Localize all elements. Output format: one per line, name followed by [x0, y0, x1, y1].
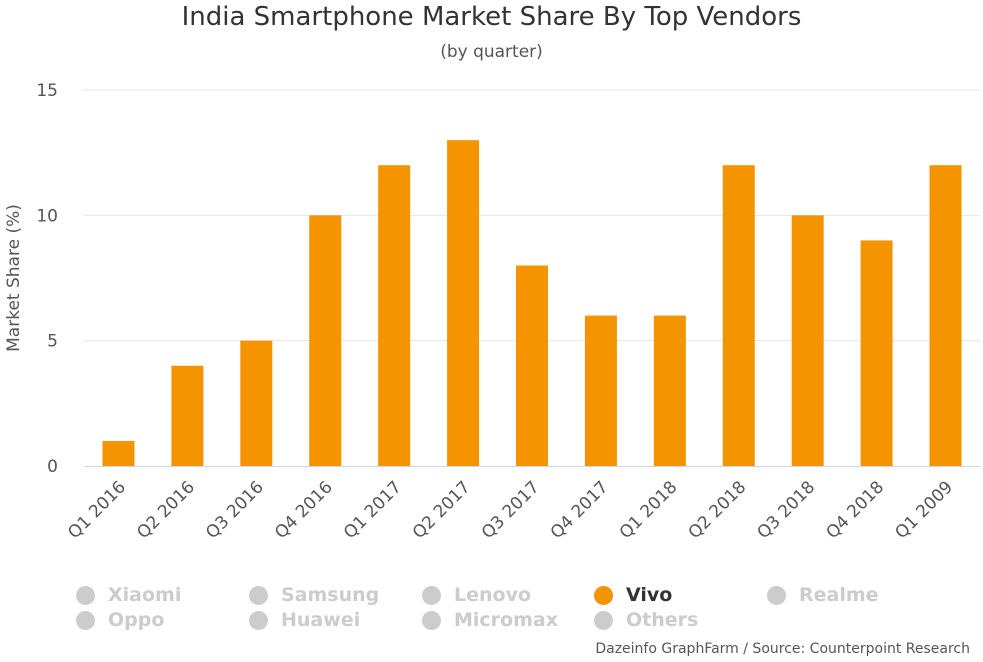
legend-label: Lenovo [454, 584, 532, 606]
bar-q4-2016[interactable] [309, 215, 342, 466]
chart-subtitle: (by quarter) [440, 42, 543, 62]
x-tick-label: Q2 2016 [133, 477, 199, 543]
x-tick-label: Q1 2009 [891, 477, 957, 543]
x-tick-label: Q4 2017 [547, 477, 613, 543]
y-tick-label: 0 [47, 457, 58, 477]
y-tick-label: 15 [36, 81, 58, 101]
legend-label: Others [626, 609, 699, 631]
y-axis-title: Market Share (%) [4, 204, 24, 352]
legend-label: Samsung [281, 584, 380, 606]
x-tick-label: Q2 2018 [685, 477, 751, 543]
chart-credits[interactable]: Dazeinfo GraphFarm / Source: Counterpoin… [595, 641, 970, 657]
x-tick-label: Q3 2017 [478, 477, 544, 543]
legend-symbol [249, 610, 268, 630]
legend-item-oppo[interactable]: Oppo [76, 608, 164, 632]
x-tick-label: Q3 2016 [202, 477, 268, 543]
legend-item-samsung[interactable]: Samsung [249, 583, 379, 607]
x-tick-label: Q3 2018 [754, 477, 820, 543]
x-tick-label: Q2 2017 [409, 477, 475, 543]
legend-item-vivo[interactable]: Vivo [594, 583, 672, 607]
bar-q4-2017[interactable] [584, 315, 617, 466]
chart-title: India Smartphone Market Share By Top Ven… [181, 2, 802, 32]
legend-label: Xiaomi [108, 584, 182, 606]
bar-q3-2016[interactable] [240, 340, 273, 466]
legend-label: Micromax [454, 609, 558, 631]
bar-q1-2009[interactable] [929, 165, 962, 466]
legend-symbol [767, 585, 786, 605]
y-tick-label: 5 [47, 332, 58, 352]
x-tick-label: Q4 2016 [271, 477, 337, 543]
legend-symbol [594, 610, 613, 630]
bar-q1-2018[interactable] [653, 315, 686, 466]
legend-item-huawei[interactable]: Huawei [249, 608, 360, 632]
legend-symbol [76, 610, 95, 630]
legend-item-others[interactable]: Others [594, 608, 698, 632]
bar-q3-2017[interactable] [516, 265, 548, 466]
x-tick-label: Q1 2018 [616, 477, 682, 543]
x-tick-label: Q1 2016 [64, 477, 130, 543]
legend-symbol [76, 585, 95, 605]
bar-q4-2018[interactable] [860, 240, 893, 466]
legend-symbol [249, 585, 268, 605]
legend-item-xiaomi[interactable]: Xiaomi [76, 583, 181, 607]
bar-q2-2017[interactable] [447, 140, 480, 466]
legend-label: Huawei [281, 609, 361, 631]
legend-item-micromax[interactable]: Micromax [422, 608, 558, 632]
legend-item-lenovo[interactable]: Lenovo [422, 583, 531, 607]
bar-q1-2017[interactable] [378, 165, 411, 466]
legend-label: Oppo [108, 609, 165, 631]
legend-symbol [594, 585, 613, 605]
x-tick-label: Q4 2018 [822, 477, 888, 543]
x-tick-label: Q1 2017 [340, 477, 406, 543]
bar-q2-2018[interactable] [722, 165, 755, 466]
legend-symbol [422, 610, 441, 630]
legend-label: Vivo [626, 584, 673, 606]
y-tick-label: 10 [36, 206, 58, 226]
legend-item-realme[interactable]: Realme [767, 583, 879, 607]
bar-q3-2018[interactable] [791, 215, 824, 466]
bar-q1-2016[interactable] [102, 440, 135, 466]
bar-q2-2016[interactable] [171, 365, 204, 466]
legend-symbol [422, 585, 441, 605]
legend-label: Realme [799, 584, 879, 606]
